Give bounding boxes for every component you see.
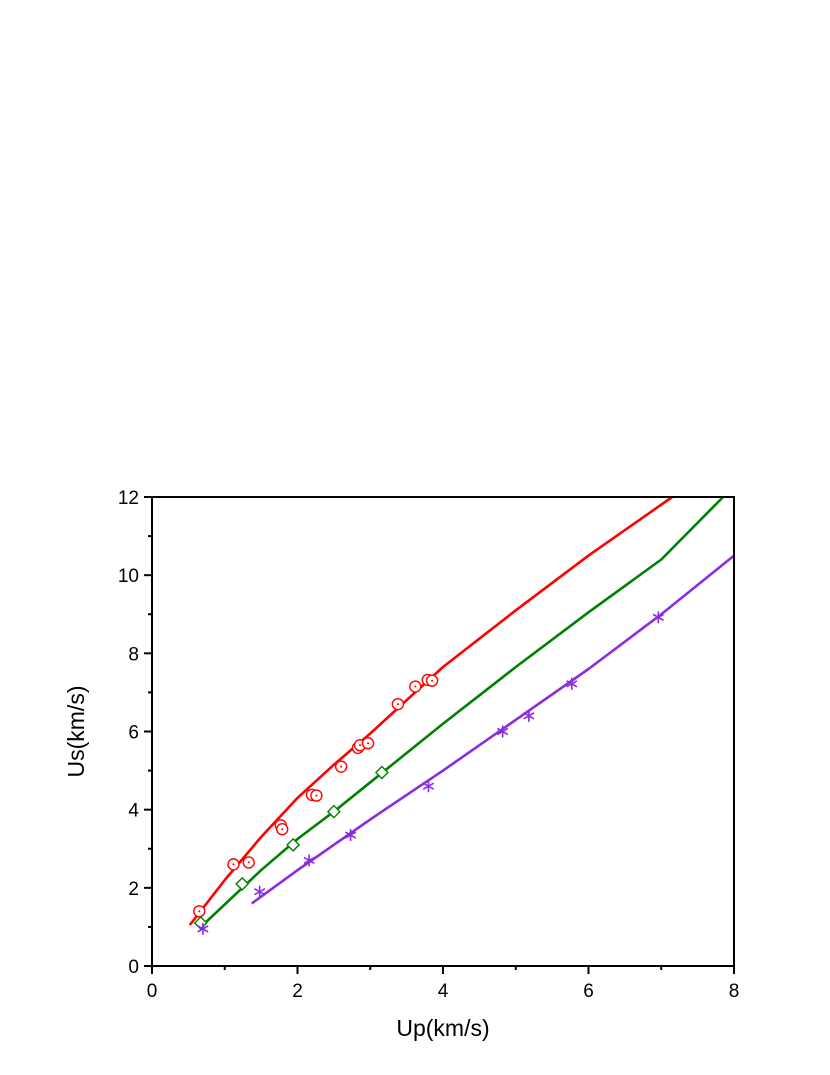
data-point-series-3 <box>303 854 315 867</box>
y-tick-label: 8 <box>128 644 139 665</box>
x-axis-title: Up(km/s) <box>396 1015 489 1041</box>
y-tick-label: 10 <box>118 566 139 587</box>
y-tick-label: 4 <box>128 801 139 822</box>
data-point-series-1 <box>409 680 422 693</box>
data-point-series-3 <box>344 829 357 842</box>
fit-line-3 <box>250 554 735 905</box>
data-point-series-1 <box>391 697 405 711</box>
data-point-series-2 <box>326 804 341 819</box>
data-point-series-1 <box>310 789 323 802</box>
fit-line-2 <box>202 496 725 926</box>
data-point-series-3 <box>566 677 578 690</box>
axis-ticks: 0 2 4 6 8 0 2 4 6 8 10 12 <box>118 488 739 1002</box>
x-tick-label: 4 <box>438 981 449 1002</box>
data-point-series-3 <box>523 709 535 722</box>
data-point-series-1 <box>425 674 439 687</box>
data-point-series-1 <box>227 858 240 871</box>
data-point-series-2 <box>286 837 301 852</box>
y-tick-label: 0 <box>128 957 139 978</box>
fit-line-1 <box>188 495 673 926</box>
y-axis-title: Us(km/s) <box>63 686 89 778</box>
data-point-series-3 <box>422 780 435 793</box>
y-tick-label: 2 <box>128 879 139 900</box>
fit-lines <box>188 495 735 926</box>
data-point-series-3 <box>197 922 209 935</box>
y-tick-label: 12 <box>118 488 139 509</box>
data-point-series-1 <box>334 760 348 773</box>
plot-frame <box>151 496 735 967</box>
x-tick-label: 2 <box>292 981 303 1002</box>
x-tick-label: 8 <box>729 981 740 1002</box>
data-point-series-3 <box>254 885 266 898</box>
data-point-series-1 <box>361 737 375 750</box>
data-point-series-1 <box>193 905 206 918</box>
data-point-series-2 <box>235 876 250 891</box>
data-point-series-3 <box>652 611 664 624</box>
data-point-series-1 <box>242 856 255 869</box>
y-tick-label: 6 <box>128 723 139 744</box>
data-point-series-3 <box>497 725 509 738</box>
data-point-series-2 <box>374 765 389 780</box>
x-tick-label: 0 <box>147 981 158 1002</box>
data-markers <box>193 611 664 935</box>
x-tick-label: 6 <box>583 981 594 1002</box>
data-point-series-1 <box>276 823 289 836</box>
